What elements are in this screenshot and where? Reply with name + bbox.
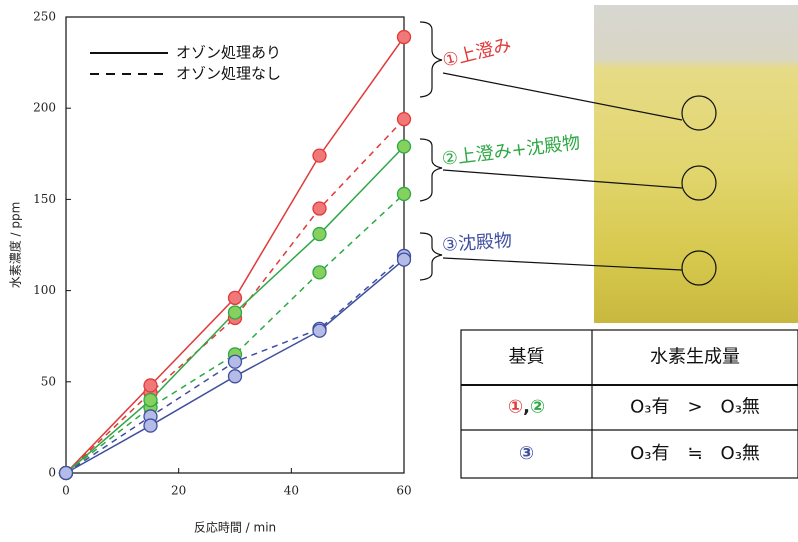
x-tick-label: 0 bbox=[62, 484, 70, 498]
y-axis-label: 水素濃度 / ppm bbox=[8, 202, 23, 289]
photo bbox=[594, 5, 798, 323]
y-tick-label: 150 bbox=[33, 192, 56, 206]
table-cell: O₃有 ≒ O₃無 bbox=[630, 443, 760, 464]
data-point bbox=[143, 418, 158, 433]
annotation: ②上澄み+沈殿物 bbox=[441, 132, 582, 170]
series-line bbox=[65, 118, 405, 474]
data-point bbox=[227, 354, 243, 369]
x-tick-label: 20 bbox=[171, 484, 186, 498]
data-point bbox=[143, 378, 158, 393]
series-line bbox=[65, 36, 405, 474]
data-point bbox=[312, 226, 327, 242]
data-point bbox=[143, 392, 158, 408]
data-point bbox=[312, 201, 327, 216]
data-point bbox=[227, 305, 243, 320]
legend-label: オゾン処理あり bbox=[176, 44, 281, 62]
data-point bbox=[58, 465, 74, 481]
data-point bbox=[396, 111, 412, 127]
table-cell: ③ bbox=[519, 443, 534, 464]
table-cell-part: ① bbox=[508, 397, 523, 418]
data-point bbox=[396, 139, 412, 154]
y-tick-label: 200 bbox=[33, 101, 56, 115]
annotation: ③沈殿物 bbox=[441, 230, 512, 256]
table-cell-part: , bbox=[523, 397, 530, 418]
table-header: 水素生成量 bbox=[650, 347, 740, 368]
data-point bbox=[227, 369, 243, 384]
table-cell: ①,② bbox=[508, 397, 545, 418]
data-point bbox=[227, 290, 243, 306]
x-tick-label: 60 bbox=[396, 484, 411, 498]
legend-label: オゾン処理なし bbox=[176, 65, 281, 83]
data-point bbox=[312, 265, 327, 280]
data-point bbox=[312, 323, 327, 338]
photo-markers bbox=[419, 21, 717, 286]
x-tick-label: 40 bbox=[284, 484, 299, 498]
y-tick-label: 100 bbox=[33, 283, 56, 297]
y-tick-label: 50 bbox=[41, 374, 56, 388]
table-cell-part: ③ bbox=[519, 443, 534, 464]
table-frame bbox=[460, 329, 798, 479]
y-tick-label: 250 bbox=[33, 10, 56, 24]
data-point bbox=[396, 252, 412, 267]
plot-frame bbox=[65, 16, 405, 474]
table-cell: O₃有 > O₃無 bbox=[630, 397, 760, 418]
series-line bbox=[65, 193, 405, 474]
annotation: ①上澄み bbox=[440, 34, 513, 71]
data-point bbox=[396, 29, 412, 45]
data-point bbox=[312, 148, 327, 163]
x-axis-label: 反応時間 / min bbox=[194, 521, 276, 535]
data-point bbox=[396, 186, 412, 202]
table-cell-part: ② bbox=[530, 397, 545, 418]
table-header: 基質 bbox=[509, 347, 545, 368]
y-tick-label: 0 bbox=[48, 466, 56, 480]
